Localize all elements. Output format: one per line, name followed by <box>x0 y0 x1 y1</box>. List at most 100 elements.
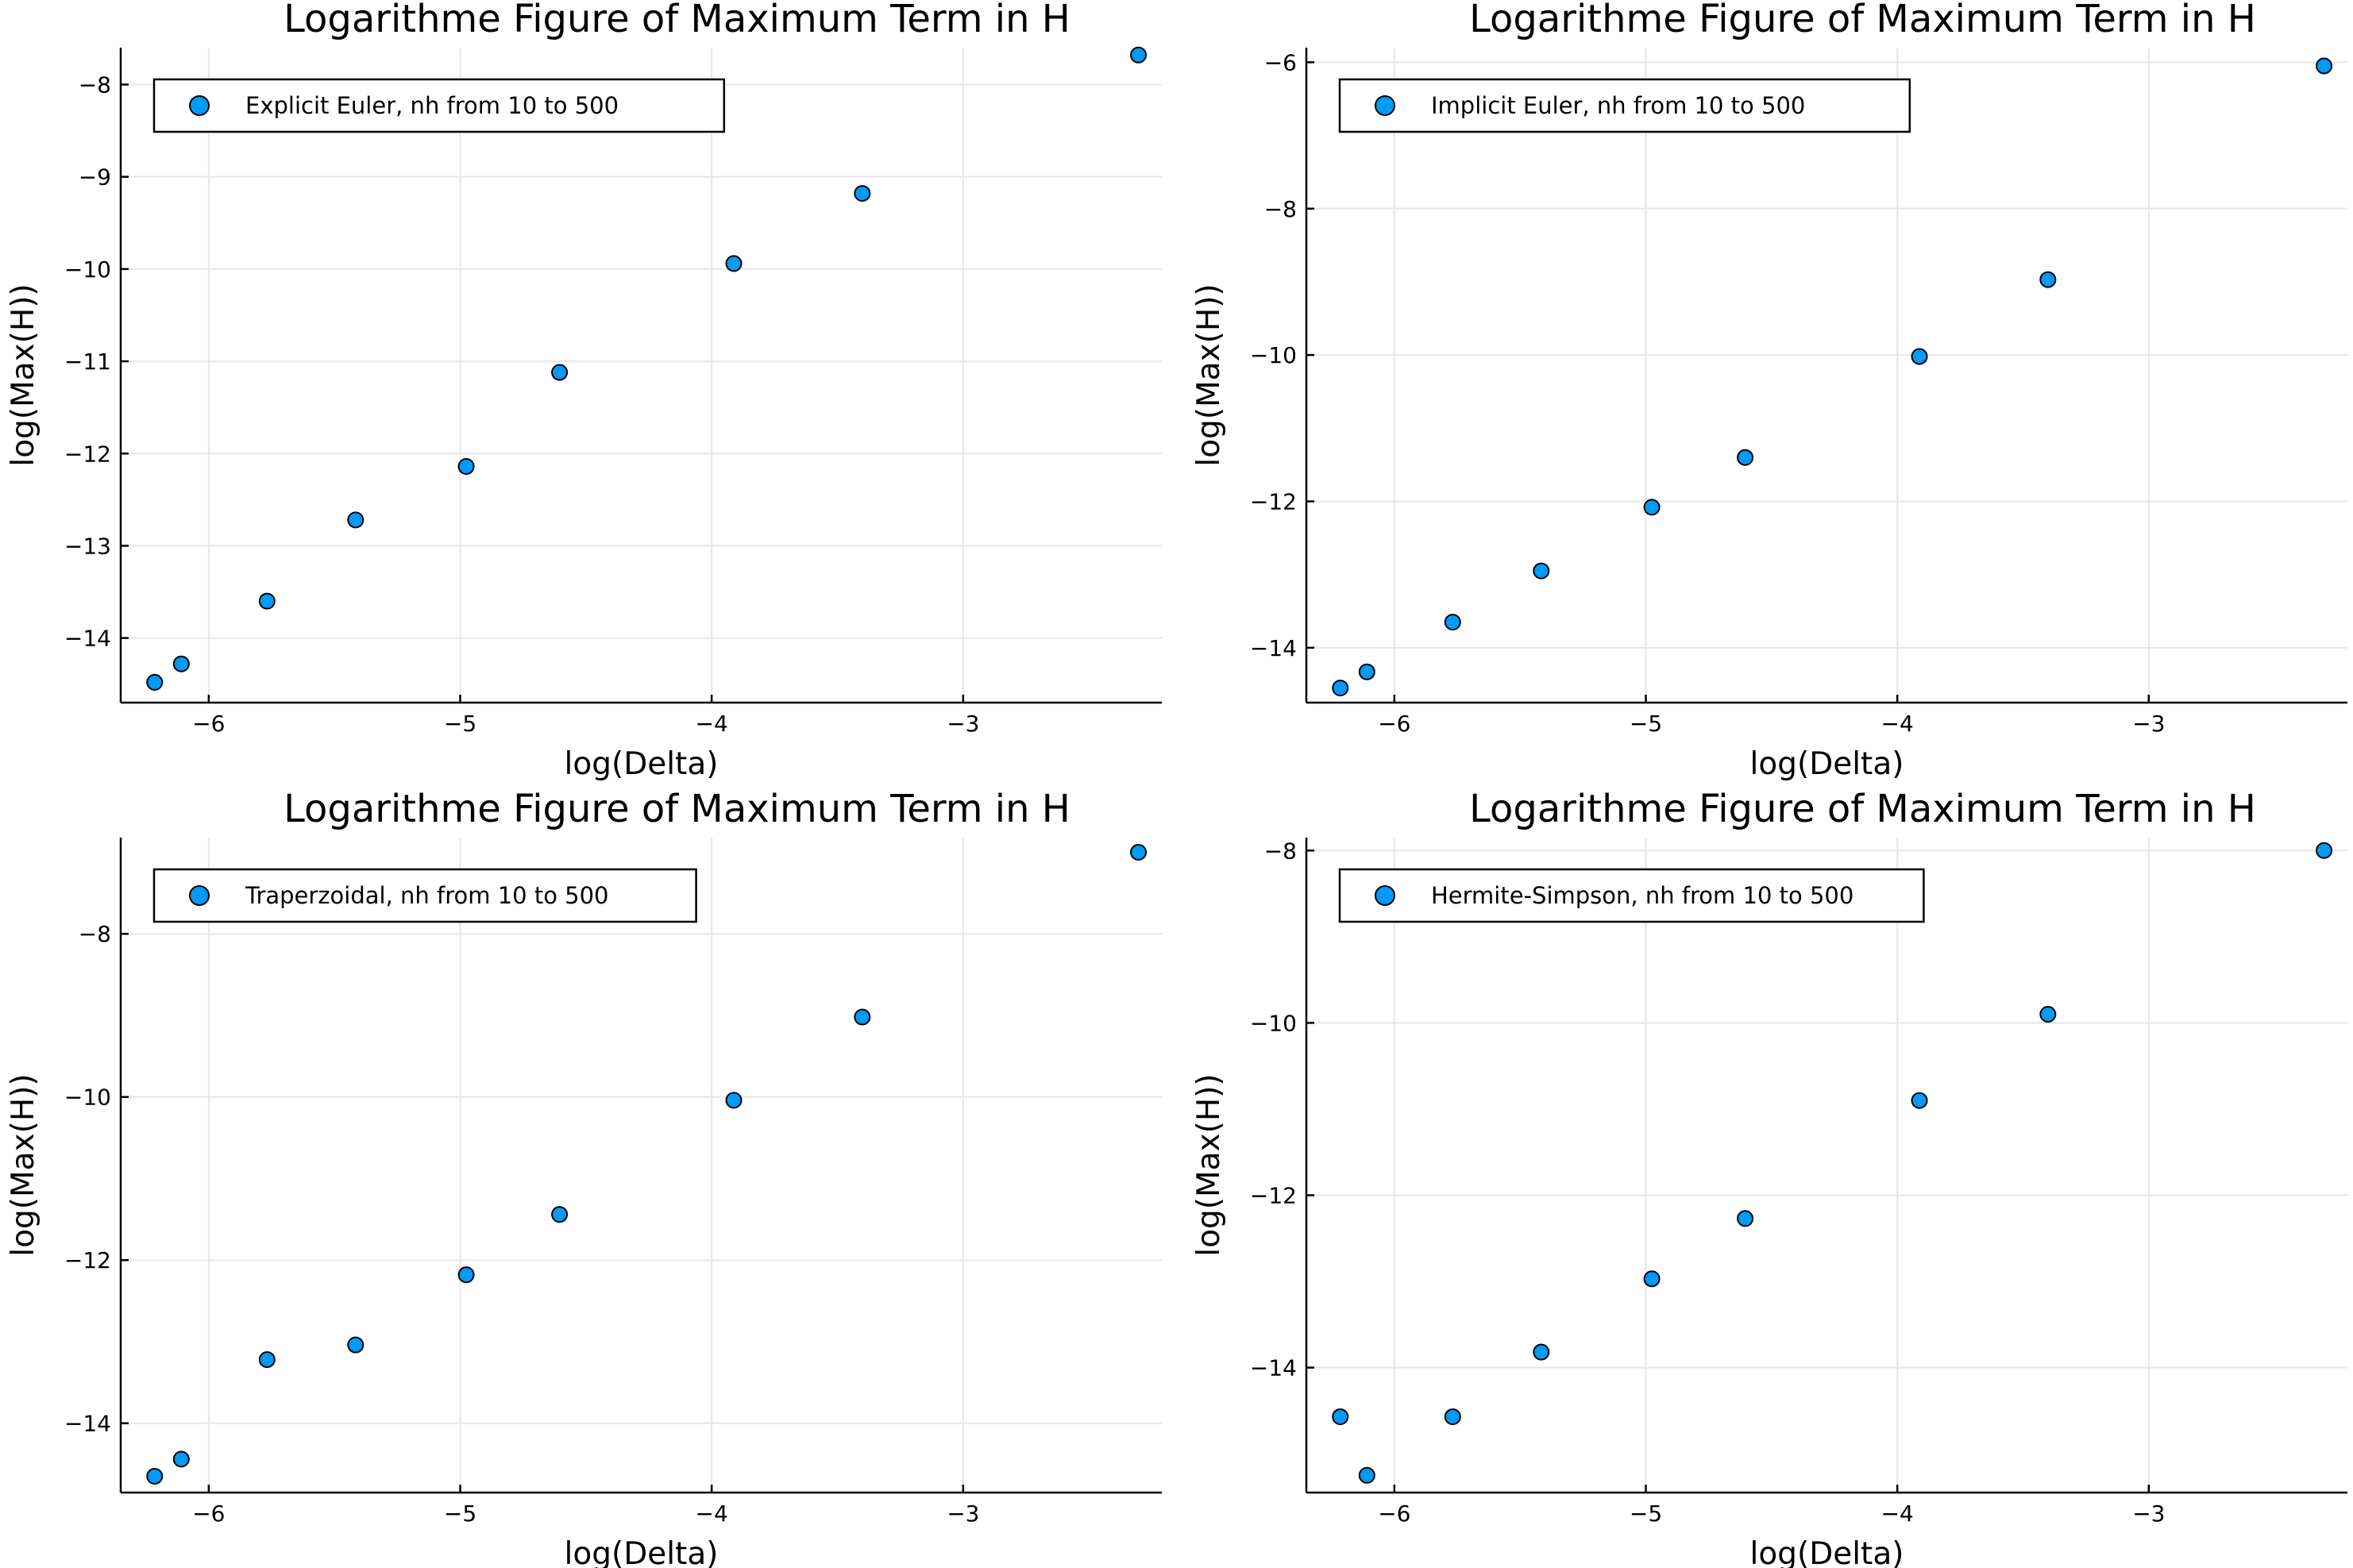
data-point <box>551 364 569 381</box>
legend: Explicit Euler, nh from 10 to 500 <box>152 78 726 133</box>
data-point <box>172 1450 190 1468</box>
legend-box <box>1338 78 1911 133</box>
legend-box <box>1338 868 1925 923</box>
data-point <box>1911 1092 1928 1109</box>
data-point <box>146 673 164 691</box>
y-axis-label: log(Max(H)) <box>1191 1073 1227 1256</box>
x-tick-label: −5 <box>1630 1501 1662 1527</box>
data-point <box>2039 1006 2057 1023</box>
y-tick-label: −12 <box>64 441 111 467</box>
x-tick-label: −3 <box>2132 711 2165 737</box>
data-point <box>2316 57 2333 75</box>
legend: Hermite-Simpson, nh from 10 to 500 <box>1338 868 1925 923</box>
legend-label: Traperzoidal, nh from 10 to 500 <box>245 882 609 909</box>
data-point <box>1533 1343 1550 1361</box>
data-point <box>172 655 190 672</box>
legend-marker <box>1375 95 1395 116</box>
y-axis-label: log(Max(H)) <box>6 1073 41 1256</box>
legend-label: Implicit Euler, nh from 10 to 500 <box>1431 92 1805 119</box>
legend-label: Hermite-Simpson, nh from 10 to 500 <box>1431 882 1853 909</box>
y-tick-label: −14 <box>64 1411 111 1437</box>
legend-box <box>152 868 697 923</box>
data-point <box>146 1467 164 1485</box>
y-tick-label: −8 <box>79 71 111 98</box>
x-tick-label: −3 <box>2132 1501 2165 1527</box>
x-tick-label: −5 <box>444 711 476 737</box>
data-point <box>258 592 276 610</box>
x-tick-label: −4 <box>1881 1501 1914 1527</box>
x-tick-label: −3 <box>947 1501 979 1527</box>
data-point <box>1358 1466 1375 1484</box>
x-axis-label: log(Delta) <box>565 1536 719 1568</box>
y-tick-label: −14 <box>1250 1355 1297 1381</box>
y-tick-label: −14 <box>1250 635 1297 661</box>
y-tick-label: −10 <box>1250 1010 1297 1036</box>
legend-marker <box>1375 885 1395 906</box>
x-tick-label: −6 <box>192 711 225 737</box>
y-tick-label: −8 <box>1264 196 1297 222</box>
data-point <box>347 1336 365 1354</box>
subplot-1: −6 −5 −4 −3 −14 −13 −12 −11 −10 −9 −8 Logarithme Fi… <box>6 0 1162 782</box>
chart-title: Logarithme Figure of Maximum Term in H <box>284 787 1070 831</box>
x-tick-label: −6 <box>1378 711 1410 737</box>
y-tick-label: −13 <box>64 533 111 559</box>
data-point <box>1737 1210 1754 1227</box>
y-tick-label: −10 <box>64 1085 111 1111</box>
y-tick-label: −10 <box>1250 342 1297 368</box>
data-point <box>1130 46 1148 64</box>
y-axis-label: log(Max(H)) <box>6 283 41 466</box>
subplot-2: −6 −5 −4 −3 −14 −12 −10 −8 −6 Logarithme Figure o… <box>1191 0 2347 782</box>
x-tick-label: −3 <box>947 711 979 737</box>
data-point <box>1533 562 1550 580</box>
legend-label: Explicit Euler, nh from 10 to 500 <box>245 92 619 119</box>
data-point <box>457 1266 475 1284</box>
legend-box <box>152 78 726 133</box>
legend-marker <box>189 885 210 906</box>
data-point <box>1643 499 1661 516</box>
subplot-3: −6 −5 −4 −3 −14 −12 −10 −8 Logarithme Figure of … <box>6 787 1162 1568</box>
data-point <box>457 458 475 476</box>
legend: Traperzoidal, nh from 10 to 500 <box>152 868 697 923</box>
y-tick-label: −12 <box>64 1247 111 1273</box>
chart-title: Logarithme Figure of Maximum Term in H <box>284 0 1070 41</box>
data-point <box>1358 663 1375 680</box>
y-tick-label: −14 <box>64 626 111 652</box>
y-tick-label: −12 <box>1250 489 1297 515</box>
x-tick-label: −4 <box>696 1501 728 1527</box>
x-tick-label: −4 <box>696 711 728 737</box>
x-axis-label: log(Delta) <box>1750 1536 1904 1568</box>
x-tick-label: −5 <box>1630 711 1662 737</box>
x-tick-label: −6 <box>1378 1501 1410 1527</box>
legend: Implicit Euler, nh from 10 to 500 <box>1338 78 1911 133</box>
data-point <box>2039 271 2057 288</box>
data-point <box>1130 843 1148 861</box>
data-point <box>1911 348 1928 365</box>
y-tick-label: −8 <box>1264 838 1297 864</box>
data-point <box>1444 614 1461 631</box>
chart-title: Logarithme Figure of Maximum Term in H <box>1469 0 2256 41</box>
data-point <box>854 1008 871 1026</box>
data-point <box>1332 1408 1349 1425</box>
data-point <box>1444 1408 1461 1425</box>
x-tick-label: −5 <box>444 1501 476 1527</box>
x-axis-label: log(Delta) <box>1750 746 1904 782</box>
data-point <box>725 1092 743 1109</box>
x-tick-label: −6 <box>192 1501 225 1527</box>
y-axis-label: log(Max(H)) <box>1191 283 1227 466</box>
data-point <box>1332 680 1349 697</box>
y-tick-label: −10 <box>64 256 111 283</box>
data-point <box>2316 842 2333 859</box>
chart-title: Logarithme Figure of Maximum Term in H <box>1469 787 2256 831</box>
data-point <box>258 1351 276 1369</box>
data-point <box>854 185 871 202</box>
legend-marker <box>189 95 210 116</box>
y-tick-label: −9 <box>79 164 111 191</box>
subplot-4: −6 −5 −4 −3 −14 −12 −10 −8 Logarithme Figure of … <box>1191 787 2347 1568</box>
x-tick-label: −4 <box>1881 711 1914 737</box>
y-tick-label: −11 <box>64 349 111 375</box>
data-point <box>725 255 743 272</box>
data-point <box>347 511 365 529</box>
y-tick-label: −12 <box>1250 1182 1297 1208</box>
y-tick-label: −6 <box>1264 49 1297 75</box>
